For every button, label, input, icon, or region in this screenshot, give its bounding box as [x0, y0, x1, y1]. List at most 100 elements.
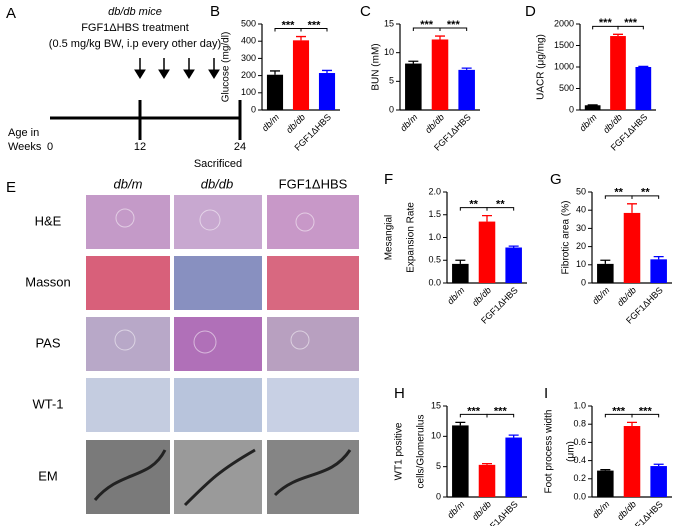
- significance-bracket: [439, 27, 468, 32]
- y-tick-label: 0.6: [573, 437, 586, 447]
- y-tick-label: 10: [384, 47, 394, 57]
- x-tick-label: db/db: [284, 112, 307, 135]
- error-bar: [627, 421, 637, 427]
- y-tick-label: 0.4: [573, 455, 586, 465]
- y-tick-label: 1000: [554, 61, 574, 71]
- x-tick-label: db/db: [423, 112, 446, 135]
- error-bar: [270, 70, 280, 75]
- y-axis-label: UACR (μg/mg): [536, 34, 547, 100]
- error-bar: [482, 462, 492, 465]
- y-tick-label: 10: [576, 259, 586, 269]
- error-bar: [508, 434, 519, 438]
- y-tick-label: 30: [576, 223, 586, 233]
- panel-label: C: [360, 3, 371, 20]
- bar: [452, 263, 469, 283]
- y-tick-label: 500: [241, 18, 256, 28]
- significance-label: **: [614, 187, 623, 199]
- bar: [597, 263, 614, 283]
- bar: [635, 67, 652, 110]
- bar: [584, 105, 601, 110]
- y-tick-label: 0: [436, 491, 441, 501]
- significance-label: **: [469, 199, 478, 211]
- x-tick-label: db/db: [615, 285, 638, 308]
- panel-label: A: [6, 5, 16, 22]
- y-tick-label: 2000: [554, 18, 574, 28]
- x-tick-label: db/db: [470, 285, 493, 308]
- panel-label: H: [394, 385, 405, 402]
- y-tick-label: 0.5: [428, 255, 441, 265]
- y-axis-label: WT1 positive: [394, 422, 405, 480]
- error-bar: [600, 259, 611, 264]
- tick-label: 12: [134, 141, 146, 153]
- significance-label: ***: [612, 405, 626, 417]
- panel-label: G: [550, 171, 562, 188]
- y-axis-label: BUN (mM): [371, 43, 382, 90]
- tick-label: 24: [234, 141, 246, 153]
- y-tick-label: 1500: [554, 40, 574, 50]
- y-tick-label: 200: [241, 70, 256, 80]
- y-tick-label: 1.0: [573, 400, 586, 410]
- text-line: FGF1ΔHBS treatment: [81, 22, 189, 34]
- y-tick-label: 10: [431, 431, 441, 441]
- significance-label: ***: [308, 19, 322, 31]
- bar: [505, 247, 522, 283]
- row-label: WT-1: [32, 396, 63, 411]
- error-bar: [627, 203, 637, 213]
- panel-label: I: [544, 385, 548, 402]
- y-tick-label: 500: [559, 83, 574, 93]
- x-tick-label: db/m: [398, 112, 420, 134]
- y-tick-label: 0.2: [573, 473, 586, 483]
- significance-bracket: [631, 195, 660, 199]
- error-bar: [653, 463, 664, 467]
- x-tick-label: db/db: [615, 499, 638, 522]
- y-tick-label: 0: [569, 104, 574, 114]
- y-axis-label: Mesangial: [384, 215, 395, 261]
- axis-label: Age in: [8, 127, 39, 139]
- y-tick-label: 15: [384, 18, 394, 28]
- y-tick-label: 1.5: [428, 209, 441, 219]
- error-bar: [600, 469, 611, 471]
- significance-label: ***: [447, 19, 461, 31]
- row-label: EM: [38, 468, 58, 483]
- significance-label: ***: [420, 19, 434, 31]
- timeline: [50, 58, 242, 140]
- column-header: FGF1ΔHBS: [279, 176, 348, 191]
- bar: [597, 470, 614, 497]
- error-bar: [508, 245, 519, 248]
- significance-bracket: [617, 25, 644, 30]
- bar: [452, 425, 469, 497]
- x-tick-label: db/m: [590, 285, 612, 307]
- end-label: Sacrificed: [194, 158, 242, 170]
- x-tick-label: db/db: [470, 499, 493, 522]
- significance-label: **: [641, 187, 650, 199]
- error-bar: [613, 33, 623, 37]
- significance-label: ***: [282, 19, 296, 31]
- y-axis-label: (μm): [566, 441, 577, 462]
- y-tick-label: 15: [431, 400, 441, 410]
- significance-label: ***: [599, 17, 613, 29]
- error-bar: [638, 65, 649, 68]
- error-bar: [482, 215, 492, 222]
- micrographs: [86, 195, 359, 514]
- y-tick-label: 0: [581, 277, 586, 287]
- bar: [266, 74, 284, 110]
- y-tick-label: 40: [576, 205, 586, 215]
- bar: [505, 437, 522, 497]
- bar: [458, 69, 475, 110]
- bar: [623, 426, 641, 497]
- error-bar: [322, 69, 332, 74]
- bar: [431, 39, 449, 111]
- y-tick-label: 50: [576, 186, 586, 196]
- y-axis-label: Fibrotic area (%): [561, 201, 572, 275]
- bar: [650, 259, 667, 283]
- row-label: Masson: [25, 274, 71, 289]
- panel-label: D: [525, 3, 536, 20]
- significance-bracket: [631, 413, 660, 418]
- column-header: db/db: [201, 176, 234, 191]
- y-tick-label: 2.0: [428, 186, 441, 196]
- y-tick-label: 0.8: [573, 419, 586, 429]
- x-tick-label: db/m: [578, 112, 600, 134]
- significance-bracket: [486, 413, 515, 418]
- y-tick-label: 100: [241, 87, 256, 97]
